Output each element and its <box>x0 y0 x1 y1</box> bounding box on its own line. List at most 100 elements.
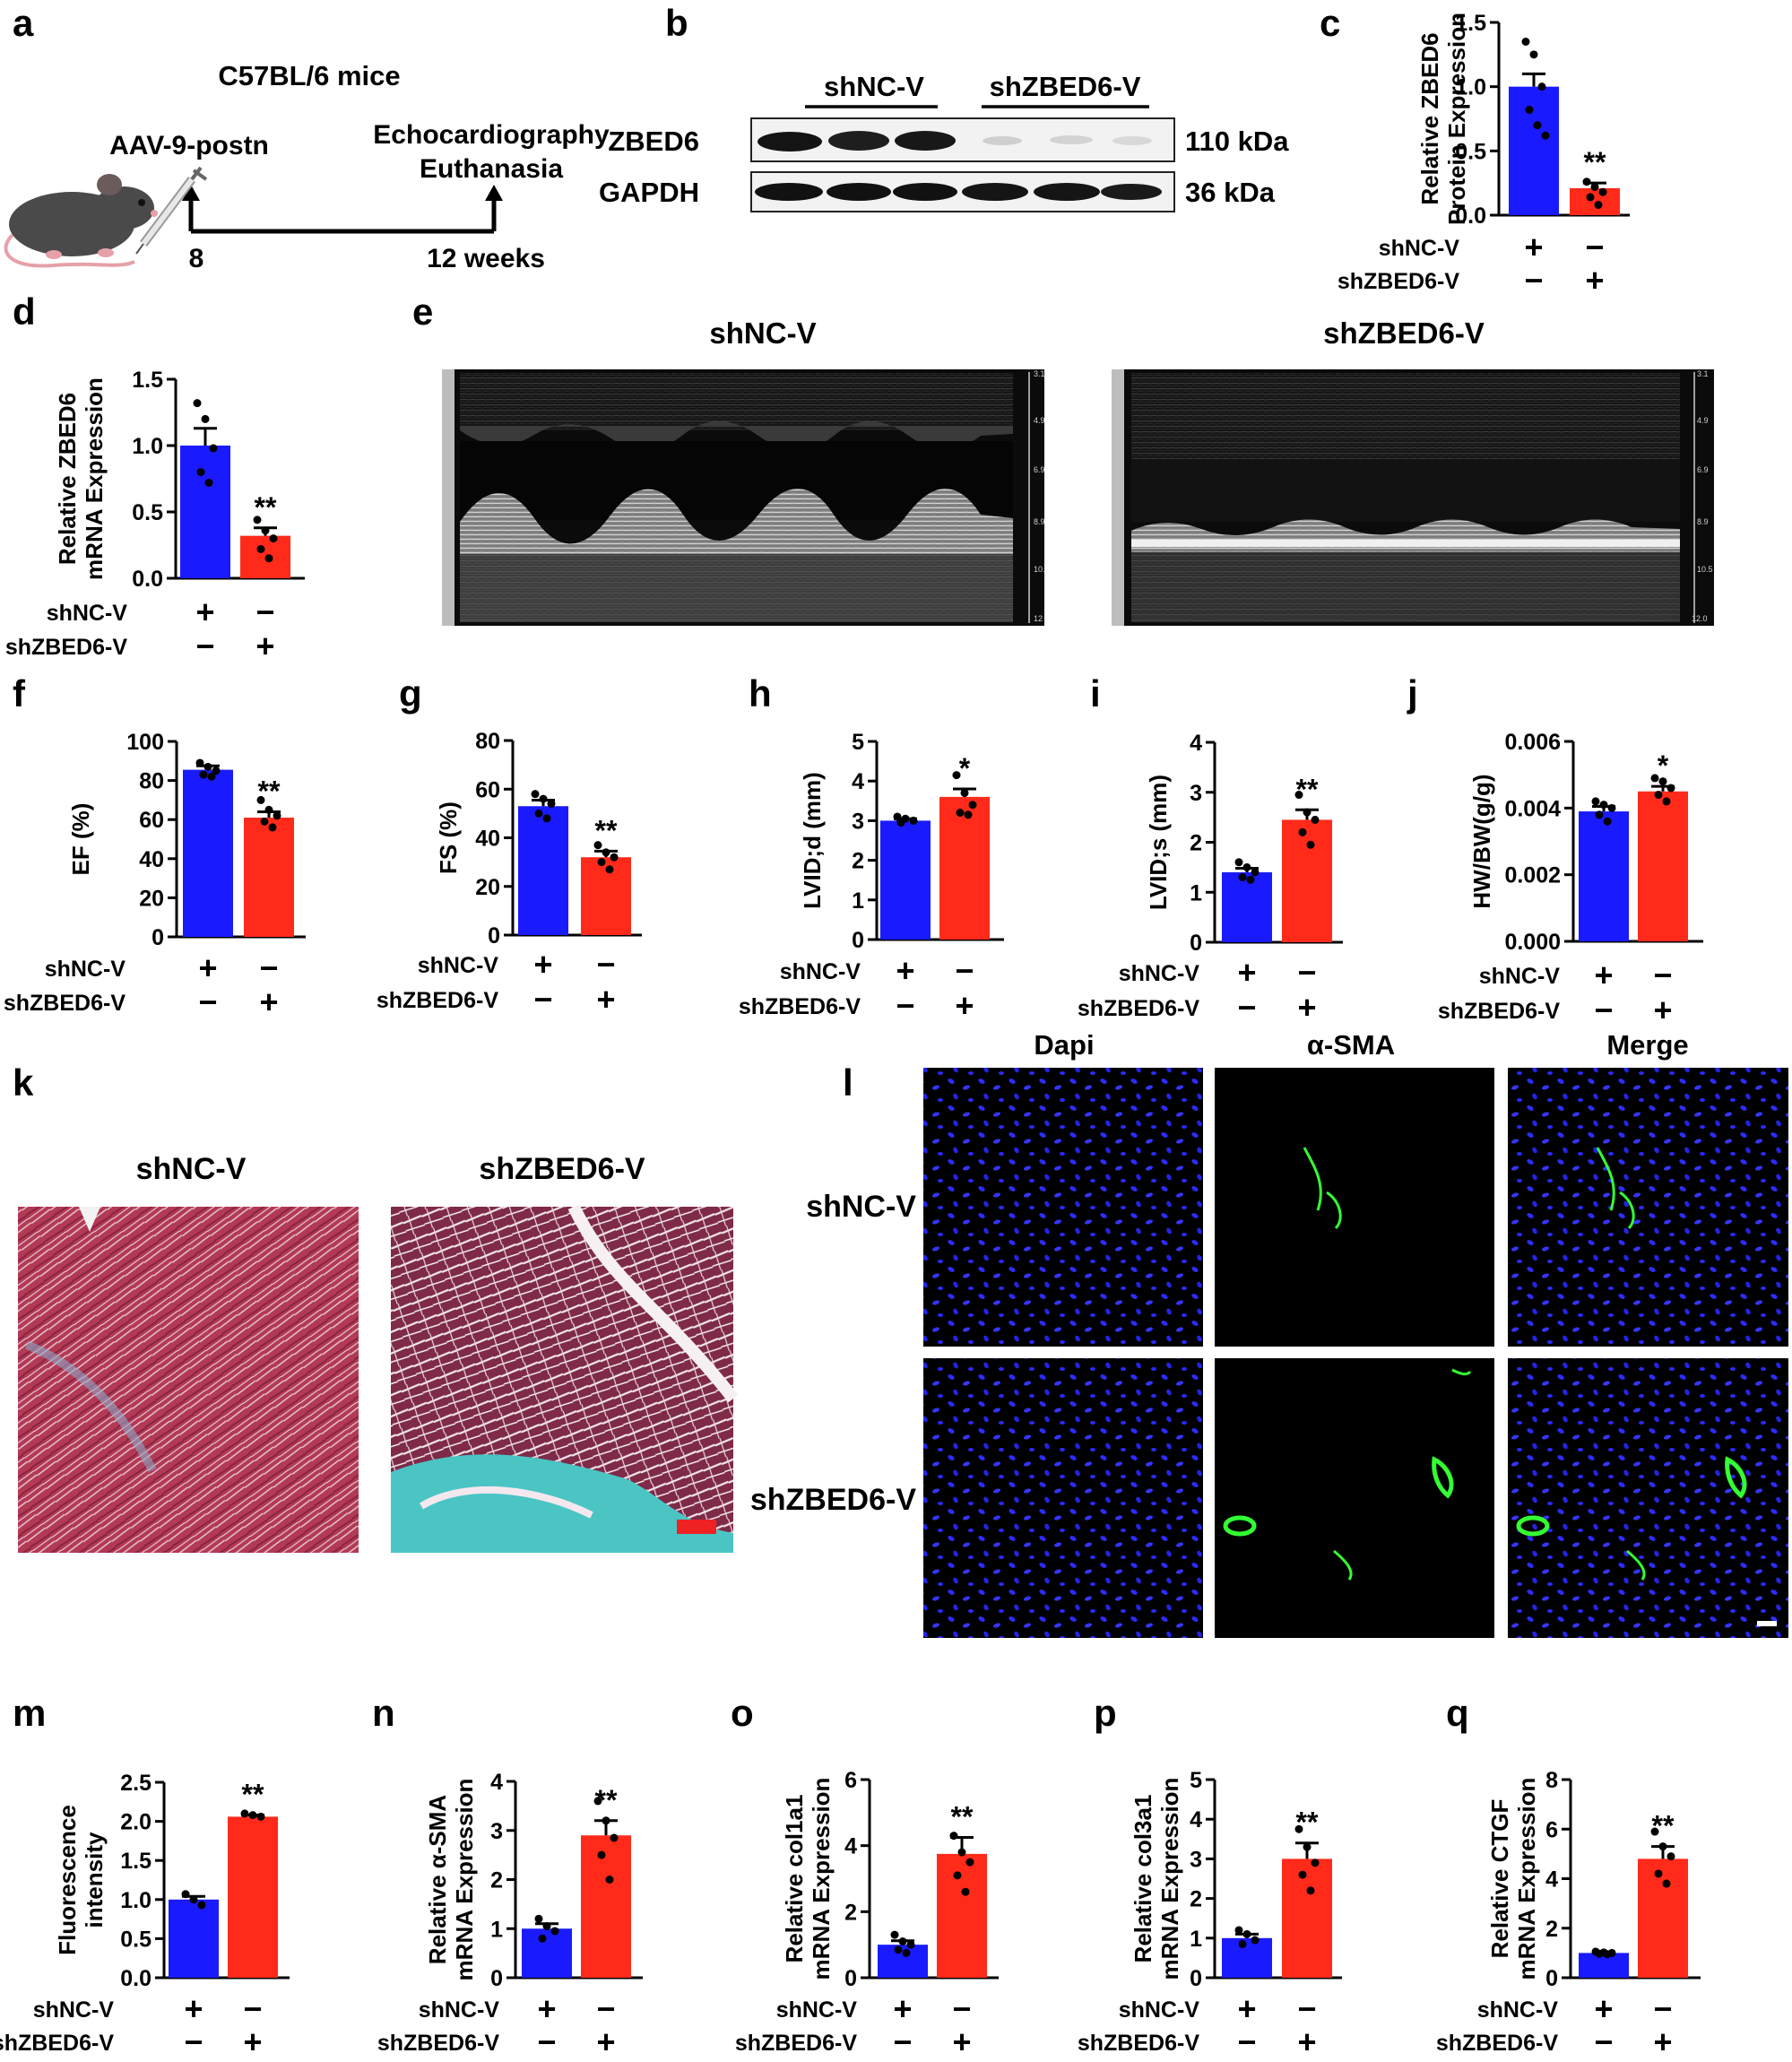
data-point <box>1654 1869 1663 1878</box>
panel-a: a C57BL/6 mice AAV-9-postn Echocardiogra… <box>4 2 610 273</box>
data-point <box>1242 862 1251 871</box>
data-point <box>1595 1949 1604 1958</box>
data-point <box>1591 797 1600 806</box>
y-axis-label: LVID;d (mm) <box>799 772 826 909</box>
data-point <box>602 1816 610 1825</box>
data-point <box>1603 1950 1612 1959</box>
data-point <box>268 823 277 832</box>
data-point <box>197 1901 206 1910</box>
y-tick-label: 4 <box>844 1834 857 1859</box>
group-sign: + <box>184 1990 203 2027</box>
significance-marker: ** <box>1652 1810 1675 1842</box>
y-tick-label: 0.004 <box>1504 796 1561 821</box>
group-label-shzbed6-v: shZBED6-V <box>377 2031 499 2056</box>
panel-b: b shNC-V shZBED6-V ZBED6 GAPDH 110 kDa 3… <box>599 2 1289 212</box>
data-point <box>1234 1926 1243 1935</box>
y-tick-label: 2 <box>852 849 864 874</box>
bar-shzbed6-v <box>581 1835 631 1978</box>
data-point <box>1303 1842 1312 1851</box>
panel-letter-f: f <box>13 672 26 715</box>
data-point <box>1529 50 1538 59</box>
y-tick-label: 0.0 <box>120 1966 151 1991</box>
data-point <box>534 1914 543 1923</box>
mouse-icon <box>4 174 158 268</box>
group-label-shnc-v: shNC-V <box>1119 961 1200 986</box>
panel-e: e shNC-V shZBED6-V 3.1 4.9 6.9 8.9 10. 1… <box>412 290 1714 626</box>
y-tick-label: 80 <box>475 729 500 754</box>
bar-shzbed6-v <box>228 1816 278 1978</box>
data-point <box>1599 801 1608 810</box>
group-sign: − <box>1653 957 1672 993</box>
y-tick-label: 0.002 <box>1504 863 1561 888</box>
y-axis-label: Relative α-SMA <box>424 1795 451 1965</box>
data-point <box>1234 858 1243 867</box>
data-point <box>189 1895 198 1904</box>
data-point <box>1658 777 1667 786</box>
echo-tick: 10.5 <box>1697 565 1713 574</box>
bar-shzbed6-v <box>937 1853 987 1978</box>
y-tick-label: 0.5 <box>120 1927 151 1952</box>
bar-shnc-v <box>1222 1937 1272 1978</box>
y-axis-label: mRNA Expression <box>1513 1778 1540 1980</box>
group-label-shzbed6-v: shZBED6-V <box>739 994 861 1019</box>
y-tick-label: 1.0 <box>120 1888 151 1913</box>
y-axis-label: Relative ZBED6 <box>1416 32 1443 204</box>
data-point <box>898 1936 907 1945</box>
data-point <box>894 1945 903 1954</box>
bar-shnc-v <box>518 806 568 935</box>
group-sign: + <box>596 2023 615 2060</box>
y-axis-label: mRNA Expression <box>808 1778 835 1980</box>
data-point <box>1666 784 1675 793</box>
data-point <box>1238 873 1247 882</box>
data-point <box>260 817 269 826</box>
data-point <box>1251 868 1260 877</box>
y-tick-label: 0.0 <box>1455 204 1486 229</box>
data-point <box>1246 875 1255 884</box>
data-point <box>1650 774 1659 783</box>
bar-shnc-v <box>180 446 230 578</box>
group-label-shzbed6-v: shZBED6-V <box>1436 2031 1558 2056</box>
y-tick-label: 8 <box>1545 1768 1558 1793</box>
group-sign: + <box>1237 1990 1256 2027</box>
y-tick-label: 2 <box>1190 831 1202 856</box>
y-tick-label: 1 <box>1190 880 1202 905</box>
significance-marker: ** <box>595 1784 618 1816</box>
group-sign: − <box>1237 989 1256 1026</box>
data-point <box>273 811 281 820</box>
group-sign: + <box>1297 2023 1316 2060</box>
significance-marker: ** <box>242 1779 264 1811</box>
group-sign: − <box>1653 1990 1672 2027</box>
y-axis-label: mRNA Expression <box>1156 1778 1183 1980</box>
y-tick-label: 1.5 <box>120 1849 151 1874</box>
echo-tick: 3.1 <box>1697 369 1709 378</box>
data-point <box>1666 1852 1675 1861</box>
group-label-shnc-v: shNC-V <box>33 1997 115 2023</box>
bar-shnc-v <box>522 1928 572 1978</box>
echo-tick: 6.9 <box>1697 465 1709 474</box>
endpoint-label-2: Euthanasia <box>420 154 563 184</box>
significance-marker: ** <box>1296 1806 1319 1839</box>
panel-letter-p: p <box>1094 1692 1117 1734</box>
data-point <box>1303 808 1312 817</box>
bar-shnc-v <box>1509 86 1559 216</box>
data-point <box>1306 1886 1315 1895</box>
if-merge-shnc <box>1508 1068 1788 1347</box>
group-sign: − <box>1594 2023 1613 2060</box>
y-tick-label: 0 <box>852 928 864 953</box>
echo-right-label: shZBED6-V <box>1323 316 1485 350</box>
y-tick-label: 60 <box>475 777 500 802</box>
group-sign: + <box>198 949 217 986</box>
panel-letter-m: m <box>13 1692 46 1734</box>
y-axis-label: Fluorescence <box>54 1805 81 1955</box>
data-point <box>909 816 918 825</box>
group-label-shnc-v: shNC-V <box>47 601 128 626</box>
y-tick-label: 1 <box>852 888 864 914</box>
group-label-shzbed6-v: shZBED6-V <box>5 635 127 660</box>
masson-image-shnc <box>18 1207 359 1553</box>
group-label-shzbed6-v: shZBED6-V <box>735 2031 857 2056</box>
group-label-shzbed6-v: shZBED6-V <box>0 2031 114 2056</box>
group-sign: − <box>896 987 914 1024</box>
group-sign: − <box>1237 2023 1256 2060</box>
